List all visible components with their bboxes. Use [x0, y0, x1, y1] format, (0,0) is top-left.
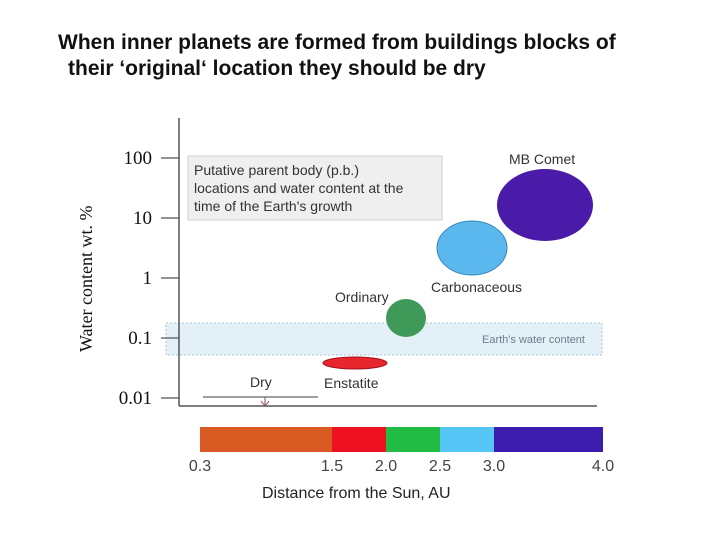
x-tick-label: 2.0: [375, 458, 397, 475]
y-ticks: 100 10 1 0.1 0.01: [119, 148, 179, 409]
y-tick-label: 100: [124, 148, 153, 169]
y-tick-label: 0.01: [119, 388, 152, 409]
y-tick-label: 0.1: [128, 328, 152, 349]
legend-line-3: time of the Earth's growth: [194, 198, 352, 214]
body-carbonaceous: [436, 220, 508, 276]
x-tick-label: 0.3: [189, 458, 211, 475]
x-tick-label: 4.0: [592, 458, 614, 475]
label-ordinary: Ordinary: [335, 289, 389, 305]
label-mb-comet: MB Comet: [509, 151, 575, 167]
legend-line-2: locations and water content at the: [194, 180, 404, 196]
y-tick-label: 1: [143, 268, 153, 289]
slide-title: When inner planets are formed from build…: [58, 30, 698, 82]
legend-line-1: Putative parent body (p.b.): [194, 162, 359, 178]
color-band: [386, 427, 440, 452]
x-axis-label: Distance from the Sun, AU: [262, 485, 451, 502]
dry-label: Dry: [250, 374, 272, 390]
earth-water-band: [165, 322, 603, 356]
x-tick-label: 3.0: [483, 458, 505, 475]
legend-box: [187, 155, 443, 221]
distance-color-bar: [200, 427, 603, 452]
color-band: [332, 427, 386, 452]
label-enstatite: Enstatite: [324, 375, 379, 391]
title-line-2: their ‘original‘ location they should be…: [68, 57, 486, 80]
earth-water-label: Earth's water content: [482, 334, 585, 346]
x-tick-labels: 0.3 1.5 2.0 2.5 3.0 4.0: [189, 458, 614, 475]
dry-arrow-head: [260, 400, 270, 407]
body-enstatite: [322, 356, 388, 370]
color-band: [440, 427, 494, 452]
body-ordinary: [386, 299, 426, 337]
color-band: [494, 427, 603, 452]
y-tick-label: 10: [133, 208, 152, 229]
x-tick-label: 2.5: [429, 458, 451, 475]
body-mb-comet: [497, 169, 593, 241]
x-tick-label: 1.5: [321, 458, 343, 475]
label-carbonaceous: Carbonaceous: [431, 279, 522, 295]
title-line-1: When inner planets are formed from build…: [58, 31, 616, 54]
color-band: [200, 427, 332, 452]
